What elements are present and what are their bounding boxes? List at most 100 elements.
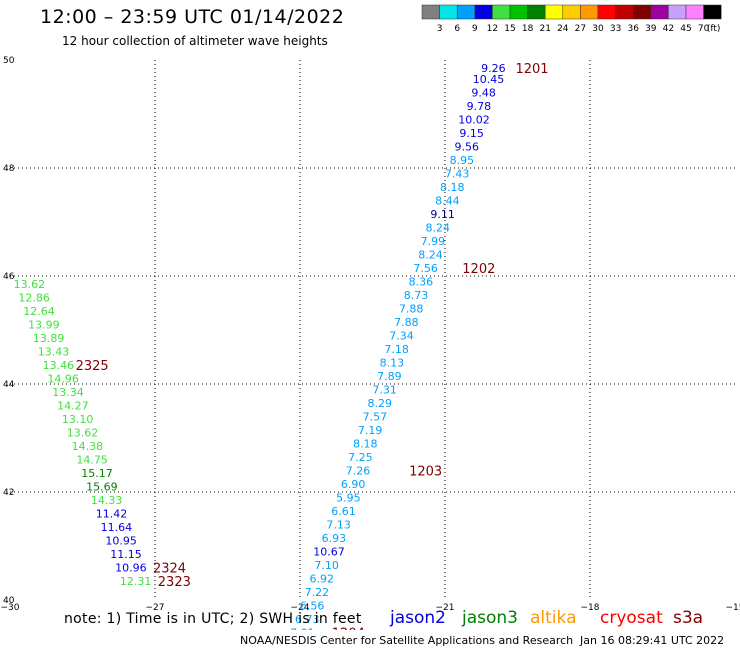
time-label: 2325: [76, 359, 109, 374]
data-point-label: 7.57: [363, 410, 388, 423]
data-point-label: 15.69: [86, 481, 118, 494]
data-point-label: 15.17: [81, 467, 113, 480]
data-point-label: 9.15: [459, 127, 484, 140]
colorbar-label: 36: [627, 24, 639, 34]
data-point-label: 14.27: [57, 400, 89, 413]
data-point-label: 9.11: [430, 208, 455, 221]
data-point-label: 6.90: [341, 478, 366, 491]
data-point-label: 13.62: [14, 278, 46, 291]
chart-subtitle: 12 hour collection of altimeter wave hei…: [62, 34, 328, 48]
data-point-label: 7.88: [394, 316, 419, 329]
x-tick-label: −24: [291, 603, 310, 613]
colorbar-label: 6: [454, 24, 460, 34]
data-point-label: 8.29: [368, 397, 393, 410]
legend-altika: altika: [530, 608, 577, 628]
x-tick-label: −27: [146, 603, 165, 613]
data-point-label: 5.95: [336, 491, 361, 504]
wave-height-chart: −30−27−24−21−18−154042444648509.2610.459…: [1, 56, 740, 630]
data-point-label: 14.38: [72, 440, 104, 453]
page-title: 12:00 – 23:59 UTC 01/14/2022: [40, 6, 345, 28]
data-point-label: 7.13: [326, 518, 351, 531]
time-label: 2323: [158, 575, 191, 590]
y-tick-label: 40: [3, 596, 15, 606]
colorbar-label: 21: [539, 24, 550, 34]
data-point-label: 12.86: [18, 292, 50, 305]
data-point-label: 9.26: [481, 62, 506, 75]
data-point-label: 12.64: [23, 305, 55, 318]
colorbar-label: 27: [575, 24, 586, 34]
data-point-label: 7.56: [413, 262, 438, 275]
y-tick-label: 50: [3, 56, 15, 66]
legend-jason3: jason3: [462, 608, 518, 628]
data-point-label: 8.18: [440, 181, 465, 194]
data-point-label: 13.89: [33, 332, 65, 345]
data-point-label: 6.73: [295, 613, 320, 626]
data-point-label: 14.96: [47, 373, 79, 386]
data-point-label: 14.33: [91, 494, 123, 507]
colorbar-label: 45: [680, 24, 691, 34]
data-point-label: 9.56: [455, 140, 480, 153]
legend-jason2: jason2: [390, 608, 446, 628]
colorbar-unit: (ft): [707, 24, 721, 34]
x-tick-label: −15: [726, 603, 740, 613]
colorbar-label: 30: [592, 24, 604, 34]
legend-s3a: s3a: [673, 608, 704, 628]
data-point-label: 13.10: [62, 413, 94, 426]
data-point-label: 7.34: [389, 329, 414, 342]
y-tick-label: 46: [3, 272, 15, 282]
data-point-label: 13.34: [52, 386, 84, 399]
y-tick-label: 44: [3, 380, 15, 390]
time-label: 2324: [153, 562, 186, 577]
data-point-label: 7.26: [346, 464, 371, 477]
colorbar-label: 15: [504, 24, 515, 34]
data-point-label: 12.31: [120, 575, 152, 588]
data-point-label: 10.96: [115, 562, 147, 575]
data-point-label: 7.99: [421, 235, 446, 248]
data-point-label: 6.56: [300, 599, 325, 612]
data-point-label: 11.64: [101, 521, 133, 534]
data-point-label: 7.10: [314, 559, 339, 572]
data-point-label: 7.88: [399, 302, 424, 315]
data-point-label: 11.42: [96, 508, 128, 521]
data-point-label: 6.61: [331, 505, 356, 518]
data-point-label: 10.95: [105, 535, 137, 548]
data-point-label: 8.13: [380, 356, 405, 369]
data-point-label: 13.62: [67, 427, 99, 440]
colorbar-label: 42: [663, 24, 674, 34]
data-point-label: 11.15: [110, 548, 142, 561]
colorbar-label: 39: [645, 24, 657, 34]
data-point-label: 6.92: [310, 572, 335, 585]
time-label: 1204: [332, 626, 365, 630]
colorbar-label: 70: [698, 24, 710, 34]
data-point-label: 8.36: [409, 275, 434, 288]
colorbar-label: 3: [437, 24, 443, 34]
colorbar: 3 6 9 12 15 18 21 24 27 30 33 36 39 42 45 70(ft): [421, 4, 722, 34]
colorbar-label: 18: [522, 24, 534, 34]
data-point-label: 7.19: [358, 424, 383, 437]
data-point-label: 10.67: [313, 545, 345, 558]
data-point-label: 7.25: [348, 451, 373, 464]
units-note: note: 1) Time is in UTC; 2) SWH is in fe…: [64, 611, 362, 627]
data-point-label: 10.02: [458, 113, 490, 126]
data-point-label: 13.99: [28, 319, 60, 332]
legend-cryosat: cryosat: [600, 608, 663, 628]
y-tick-label: 48: [3, 164, 15, 174]
data-point-label: 7.01: [290, 626, 315, 630]
colorbar-label: 12: [487, 24, 498, 34]
footer-credit: NOAA/NESDIS Center for Satellite Applica…: [240, 634, 574, 647]
data-point-label: 7.31: [372, 383, 397, 396]
x-tick-label: −18: [581, 603, 600, 613]
data-point-label: 8.95: [450, 154, 475, 167]
time-label: 1201: [515, 62, 548, 77]
data-point-label: 10.45: [473, 73, 505, 86]
data-point-label: 9.78: [467, 100, 492, 113]
data-point-label: 8.73: [404, 289, 429, 302]
colorbar-swatch: [703, 4, 722, 20]
data-point-label: 14.75: [76, 454, 108, 467]
data-point-label: 13.46: [43, 359, 75, 372]
data-point-label: 7.43: [445, 167, 470, 180]
data-point-label: 8.24: [426, 221, 451, 234]
data-point-label: 6.93: [322, 532, 347, 545]
data-point-label: 13.43: [38, 346, 70, 359]
x-tick-label: −21: [436, 603, 455, 613]
